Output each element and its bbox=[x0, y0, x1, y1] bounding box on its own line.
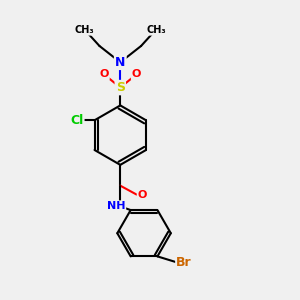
Text: S: S bbox=[116, 81, 125, 94]
Text: NH: NH bbox=[106, 202, 125, 212]
Text: O: O bbox=[99, 69, 109, 79]
Text: Cl: Cl bbox=[70, 114, 83, 127]
Text: O: O bbox=[132, 69, 141, 79]
Text: N: N bbox=[115, 56, 125, 69]
Text: O: O bbox=[138, 190, 147, 200]
Text: CH₃: CH₃ bbox=[75, 25, 94, 34]
Text: CH₃: CH₃ bbox=[146, 25, 166, 34]
Text: Br: Br bbox=[176, 256, 192, 269]
